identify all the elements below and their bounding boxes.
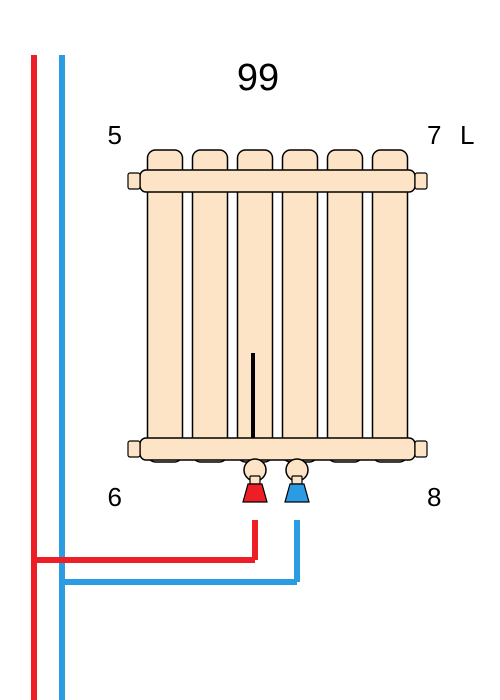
- diagram-title: 99: [237, 57, 279, 99]
- radiator-column: [283, 150, 318, 462]
- svg-text:7: 7: [427, 120, 441, 150]
- svg-text:8: 8: [427, 482, 441, 512]
- radiator-column: [328, 150, 363, 462]
- svg-text:6: 6: [108, 482, 122, 512]
- valve-body: [243, 484, 267, 502]
- radiator-piping-diagram: 99 5 7L 6 8: [0, 0, 500, 700]
- radiator-top-header: [140, 170, 415, 192]
- svg-text:5: 5: [108, 120, 122, 150]
- radiator-column: [373, 150, 408, 462]
- svg-text:L: L: [460, 120, 474, 150]
- radiator-column: [148, 150, 183, 462]
- radiator-group: [128, 150, 427, 502]
- valve-body: [285, 484, 309, 502]
- radiator-bottom-header: [140, 438, 415, 460]
- radiator-column: [193, 150, 228, 462]
